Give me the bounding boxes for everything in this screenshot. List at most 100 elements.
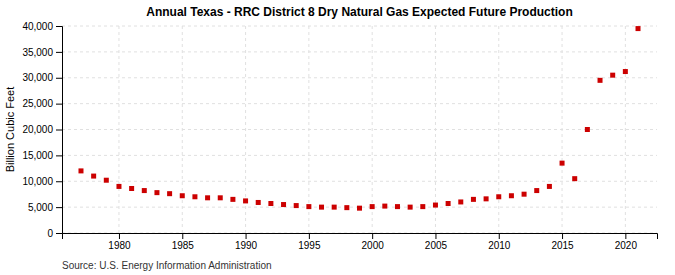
y-axis-tick-label: 15,000 bbox=[22, 150, 53, 161]
plot-area: 1980 1985 1990 1995 2000 2005 2010 2015 2020 0 5,0… bbox=[22, 21, 657, 251]
y-axis: 0 5,000 10,000 15,000 20,000 25,000 30,000 35,0… bbox=[22, 21, 62, 239]
y-axis-tick-mark bbox=[56, 78, 62, 79]
point bbox=[218, 195, 223, 200]
point bbox=[484, 196, 489, 201]
point bbox=[408, 205, 413, 210]
x-axis-tick-label: 1985 bbox=[172, 240, 195, 251]
point bbox=[547, 184, 552, 189]
point bbox=[167, 191, 172, 196]
point bbox=[534, 188, 539, 193]
point bbox=[395, 204, 400, 209]
chart: 1980 1985 1990 1995 2000 2005 2010 2015 2020 0 5,0… bbox=[0, 0, 675, 275]
y-axis-tick-mark bbox=[56, 181, 62, 182]
y-axis-tick-mark bbox=[56, 233, 62, 234]
grid-line-x bbox=[372, 26, 373, 233]
x-axis-tick-label: 2010 bbox=[488, 240, 511, 251]
y-axis-tick-mark bbox=[56, 155, 62, 156]
y-axis-tick: 5,000 bbox=[28, 202, 62, 213]
x-axis-tick: 1995 bbox=[298, 233, 321, 251]
x-axis-tick-mark bbox=[182, 233, 183, 239]
point bbox=[420, 204, 425, 209]
y-axis-tick-mark bbox=[56, 207, 62, 208]
point bbox=[572, 176, 577, 181]
x-axis-tick-mark bbox=[372, 233, 373, 239]
point bbox=[192, 194, 197, 199]
y-axis-tick: 40,000 bbox=[22, 21, 62, 32]
point bbox=[129, 186, 134, 191]
point bbox=[357, 206, 362, 211]
y-axis-tick-mark bbox=[56, 104, 62, 105]
y-axis-line bbox=[56, 27, 63, 234]
x-axis-tick: 2005 bbox=[425, 233, 448, 251]
grid-line-y bbox=[62, 103, 657, 104]
point bbox=[370, 204, 375, 209]
source-note: Source: U.S. Energy Information Administ… bbox=[62, 260, 272, 271]
y-axis-tick-mark bbox=[56, 52, 62, 53]
grid-line-y bbox=[62, 77, 657, 78]
grid-line-y bbox=[62, 26, 657, 27]
x-axis-tick-mark bbox=[435, 233, 436, 239]
point bbox=[623, 69, 628, 74]
y-axis-tick-label: 35,000 bbox=[22, 47, 53, 58]
point bbox=[256, 200, 261, 205]
x-axis-tick-mark bbox=[499, 233, 500, 239]
y-axis-tick: 0 bbox=[47, 228, 62, 239]
x-axis-tick: 2020 bbox=[615, 233, 638, 251]
y-axis-tick: 25,000 bbox=[22, 98, 62, 109]
x-axis-tick-label: 2020 bbox=[615, 240, 638, 251]
x-axis-tick-label: 1995 bbox=[298, 240, 321, 251]
point bbox=[471, 197, 476, 202]
x-axis-tick: 1990 bbox=[235, 233, 258, 251]
x-axis-tick-label: 1980 bbox=[108, 240, 131, 251]
point bbox=[509, 193, 514, 198]
y-axis-tick-label: 20,000 bbox=[22, 124, 53, 135]
point bbox=[446, 201, 451, 206]
point bbox=[522, 192, 527, 197]
y-axis-tick: 35,000 bbox=[22, 47, 62, 58]
title: Annual Texas - RRC District 8 Dry Natura… bbox=[146, 5, 573, 19]
x-axis-tick-label: 2000 bbox=[362, 240, 385, 251]
x-axis-tick: 1985 bbox=[172, 233, 195, 251]
x-axis-tick: 2000 bbox=[362, 233, 385, 251]
point bbox=[458, 199, 463, 204]
y-axis-tick: 20,000 bbox=[22, 124, 62, 135]
point bbox=[306, 204, 311, 209]
point bbox=[344, 205, 349, 210]
y-axis-tick: 30,000 bbox=[22, 72, 62, 83]
grid-line-y bbox=[62, 51, 657, 52]
point bbox=[230, 197, 235, 202]
x-axis-tick: 1980 bbox=[108, 233, 131, 251]
y-axis-tick-label: 30,000 bbox=[22, 72, 53, 83]
point bbox=[180, 193, 185, 198]
y-axis-tick-label: 0 bbox=[47, 228, 53, 239]
grid-line-x bbox=[498, 26, 499, 233]
point bbox=[585, 127, 590, 132]
y-axis-tick: 10,000 bbox=[22, 176, 62, 187]
x-axis-tick-label: 2005 bbox=[425, 240, 448, 251]
x-axis-tick-mark bbox=[625, 233, 626, 239]
x-axis-line bbox=[63, 234, 658, 240]
x-axis-tick-label: 2015 bbox=[551, 240, 574, 251]
point bbox=[154, 190, 159, 195]
y-axis-tick-mark bbox=[56, 26, 62, 27]
point bbox=[116, 184, 121, 189]
y-axis-tick-label: 5,000 bbox=[28, 202, 53, 213]
grid-line-y bbox=[62, 129, 657, 130]
point bbox=[281, 202, 286, 207]
point bbox=[243, 198, 248, 203]
grid bbox=[62, 26, 657, 233]
point bbox=[142, 188, 147, 193]
point bbox=[205, 195, 210, 200]
y-axis-title: Billion Cubic Feet bbox=[4, 87, 16, 173]
x-axis: 1980 1985 1990 1995 2000 2005 2010 2015 2020 bbox=[63, 233, 658, 251]
x-axis-tick-label: 1990 bbox=[235, 240, 258, 251]
point bbox=[382, 204, 387, 209]
point bbox=[560, 161, 565, 166]
point bbox=[268, 201, 273, 206]
grid-line-y bbox=[62, 181, 657, 182]
point bbox=[319, 205, 324, 210]
points bbox=[78, 26, 640, 211]
point bbox=[636, 26, 641, 31]
point bbox=[433, 203, 438, 208]
point bbox=[496, 194, 501, 199]
